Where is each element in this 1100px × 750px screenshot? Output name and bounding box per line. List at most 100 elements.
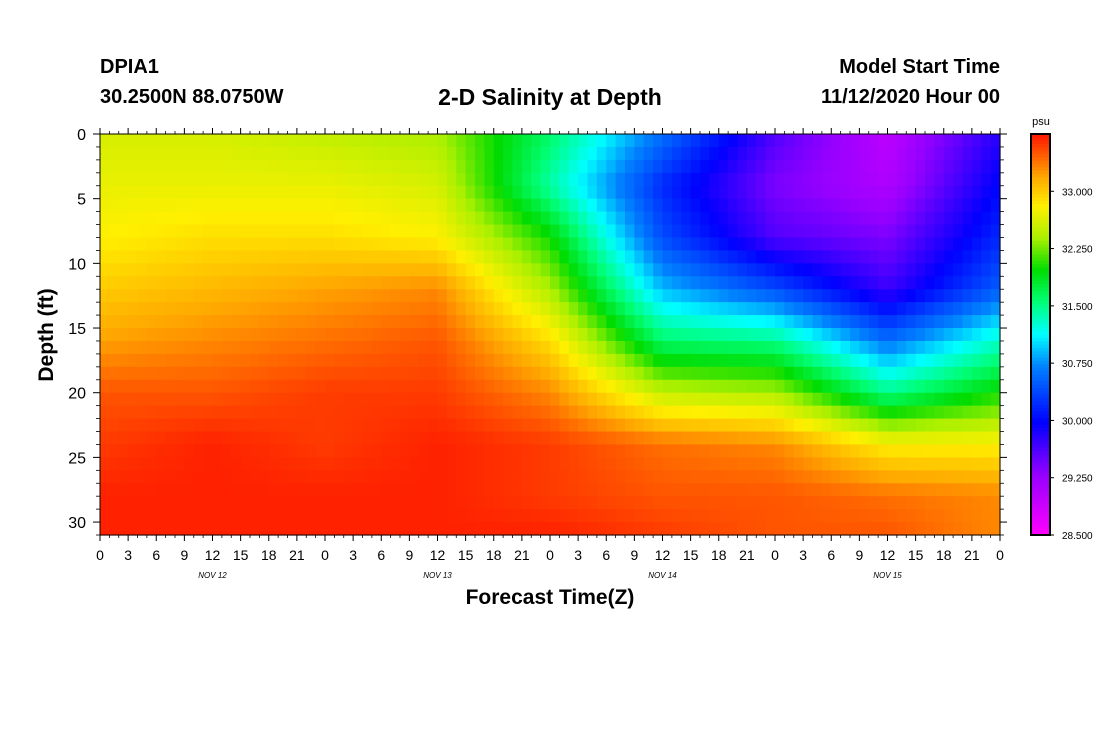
heatmap-cell <box>775 444 785 458</box>
heatmap-cell <box>259 315 270 329</box>
heatmap-cell <box>165 340 176 355</box>
heatmap-cell <box>231 185 242 200</box>
heatmap-cell <box>390 457 401 471</box>
heatmap-cell <box>850 250 860 264</box>
x-tick-label: 6 <box>152 547 160 563</box>
heatmap-cell <box>212 237 223 252</box>
heatmap-cell <box>221 509 232 523</box>
heatmap-cell <box>625 134 635 148</box>
heatmap-cell <box>850 392 860 407</box>
heatmap-cell <box>437 340 448 355</box>
colorbar-segment <box>1031 274 1050 279</box>
heatmap-cell <box>765 185 776 200</box>
heatmap-cell <box>128 379 139 394</box>
heatmap-cell <box>896 211 907 226</box>
heatmap-cell <box>212 198 223 213</box>
heatmap-cell <box>643 418 654 433</box>
heatmap-cell <box>925 302 935 316</box>
heatmap-cell <box>746 457 757 471</box>
heatmap-cell <box>531 302 542 316</box>
x-axis: 0 3 6 9 12 15 18 21 0 3 6 9 12 15 18 21 0 3 6 9 12 15 18 21 0 3 6 9… <box>96 128 1004 580</box>
heatmap-cell <box>175 185 185 200</box>
heatmap-cell <box>981 302 992 316</box>
heatmap-cell <box>953 185 964 200</box>
x-tick-label: 12 <box>880 547 896 563</box>
heatmap-cell <box>296 237 307 252</box>
heatmap-cell <box>521 496 532 510</box>
heatmap-cell <box>596 302 607 316</box>
heatmap-cell <box>746 431 757 446</box>
heatmap-cell <box>550 185 560 200</box>
heatmap-cell <box>981 289 992 303</box>
heatmap-cell <box>362 379 373 394</box>
colorbar-segment <box>1031 354 1050 359</box>
heatmap-cell <box>306 431 317 446</box>
heatmap-cell <box>784 353 795 368</box>
heatmap-cell <box>212 159 223 174</box>
heatmap-cell <box>465 522 476 536</box>
heatmap-cell <box>906 315 917 329</box>
heatmap-cell <box>775 198 785 213</box>
heatmap-cell <box>306 134 317 148</box>
heatmap-cell <box>475 405 485 420</box>
heatmap-cell <box>540 392 551 407</box>
heatmap-cell <box>493 172 504 187</box>
heatmap-cell <box>990 418 1001 433</box>
heatmap-cell <box>878 328 889 342</box>
heatmap-cell <box>221 134 232 148</box>
colorbar-segment <box>1031 347 1050 352</box>
heatmap-cell <box>212 276 223 290</box>
heatmap-cell <box>381 302 392 316</box>
heatmap-cell <box>887 276 898 290</box>
heatmap-cell <box>400 340 410 355</box>
heatmap-cell <box>578 134 589 148</box>
heatmap-cell <box>231 328 242 342</box>
heatmap-cell <box>896 379 907 394</box>
heatmap-cell <box>465 366 476 381</box>
heatmap-cell <box>765 328 776 342</box>
heatmap-cell <box>231 276 242 290</box>
heatmap-cell <box>465 470 476 484</box>
heatmap-cell <box>212 172 223 187</box>
colorbar-segment <box>1031 474 1050 479</box>
heatmap-cell <box>690 353 701 368</box>
heatmap-cell <box>971 522 982 536</box>
heatmap-cell <box>925 263 935 277</box>
heatmap-cell <box>296 289 307 303</box>
heatmap-cell <box>381 392 392 407</box>
heatmap-cell <box>381 289 392 303</box>
heatmap-cell <box>596 522 607 536</box>
heatmap-cell <box>521 250 532 264</box>
heatmap-cell <box>821 496 832 510</box>
heatmap-cell <box>971 134 982 148</box>
heatmap-cell <box>296 522 307 536</box>
heatmap-cell <box>259 328 270 342</box>
heatmap-cell <box>643 172 654 187</box>
heatmap-cell <box>531 444 542 458</box>
heatmap-cell <box>568 483 579 497</box>
heatmap-cell <box>625 366 635 381</box>
heatmap-cell <box>662 328 673 342</box>
heatmap-cell <box>203 340 214 355</box>
heatmap-cell <box>878 457 889 471</box>
chart-title: 2-D Salinity at Depth <box>438 84 662 110</box>
heatmap-cell <box>700 237 710 252</box>
heatmap-cell <box>259 379 270 394</box>
heatmap-cell <box>737 340 748 355</box>
heatmap-cell <box>681 431 692 446</box>
heatmap-cell <box>700 418 710 433</box>
heatmap-cell <box>915 353 926 368</box>
heatmap-cell <box>146 353 157 368</box>
heatmap-cell <box>981 405 992 420</box>
heatmap-cell <box>418 302 429 316</box>
heatmap-cell <box>634 185 645 200</box>
heatmap-cell <box>278 198 289 213</box>
heatmap-cell <box>643 289 654 303</box>
heatmap-cell <box>184 509 195 523</box>
heatmap-cell <box>493 496 504 510</box>
heatmap-cell <box>737 237 748 252</box>
heatmap-cell <box>109 496 120 510</box>
heatmap-cell <box>578 328 589 342</box>
heatmap-cell <box>784 457 795 471</box>
heatmap-cell <box>353 457 364 471</box>
